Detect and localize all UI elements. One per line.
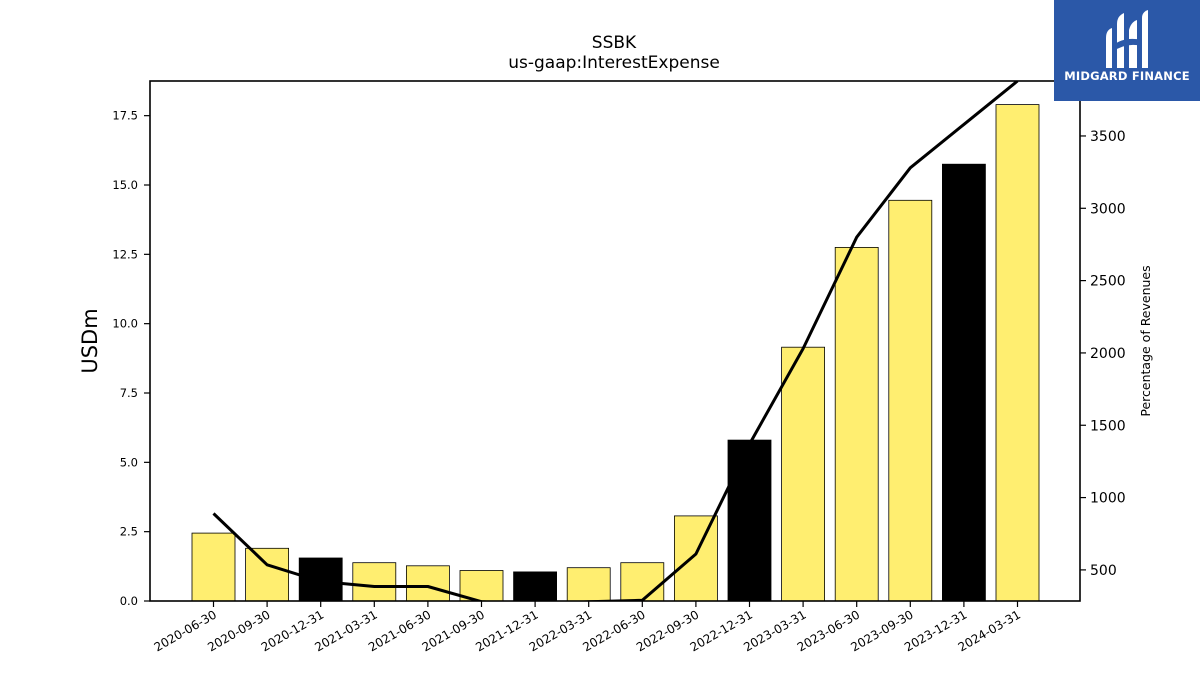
midgard-finance-logo: MIDGARD FINANCE <box>1054 0 1200 101</box>
bar-2022-09-30 <box>674 515 718 602</box>
bar-2023-09-30 <box>888 199 933 602</box>
y-tick-label: 5.0 <box>120 455 138 469</box>
y2-tick-label: 1000 <box>1090 491 1126 507</box>
axes <box>149 80 1081 602</box>
y2-tick-label: 3000 <box>1090 201 1126 217</box>
bar-2021-09-30 <box>459 570 504 602</box>
chart-title: SSBK <box>592 33 637 53</box>
bar-2023-12-31 <box>942 163 986 602</box>
plot-frame <box>149 80 1081 602</box>
bar-2021-06-30 <box>405 565 450 602</box>
logo-text: MIDGARD FINANCE <box>1064 69 1190 83</box>
bar-2021-03-31 <box>352 562 397 602</box>
y2-axis-label: Percentage of Revenues <box>1138 265 1153 416</box>
x-axis-ticks: 2020-06-302020-09-302020-12-312021-03-31… <box>152 601 1023 654</box>
bar-2021-12-31 <box>513 571 557 602</box>
chart-subtitle: us-gaap:InterestExpense <box>508 53 720 73</box>
y2-tick-label: 500 <box>1090 563 1117 579</box>
y2-tick-label: 1500 <box>1090 418 1126 434</box>
bar-2022-12-31 <box>727 439 772 602</box>
y-tick-label: 12.5 <box>112 247 138 261</box>
y-tick-label: 2.5 <box>120 525 138 539</box>
y-axis-label: USDm <box>78 308 102 373</box>
y-tick-label: 17.5 <box>112 109 138 123</box>
y2-tick-label: 3500 <box>1090 129 1126 145</box>
y-tick-label: 0.0 <box>120 594 138 608</box>
y2-tick-label: 2500 <box>1090 274 1126 290</box>
bar-2020-06-30 <box>191 532 236 602</box>
bar-2022-03-31 <box>566 567 611 602</box>
logo-mark-icon <box>1106 10 1148 68</box>
y-tick-label: 7.5 <box>120 386 138 400</box>
line-series-path <box>212 81 1019 601</box>
bar-2024-03-31 <box>995 104 1040 602</box>
y-tick-label: 10.0 <box>112 317 138 331</box>
bar-2020-09-30 <box>245 547 290 602</box>
y-axis-ticks: 0.0 2.5 5.0 7.5 10.0 12.5 15.0 17.5 <box>112 109 150 608</box>
bar-2023-03-31 <box>781 346 825 602</box>
bar-2022-06-30 <box>620 562 665 602</box>
bar-2020-12-31 <box>298 557 343 602</box>
bar-2023-06-30 <box>834 246 879 602</box>
y2-axis-ticks: 500 1000 1500 2000 2500 3000 3500 <box>1080 129 1126 579</box>
y-tick-label: 15.0 <box>112 178 138 192</box>
bar-series <box>191 104 1040 602</box>
y2-tick-label: 2000 <box>1090 346 1126 362</box>
